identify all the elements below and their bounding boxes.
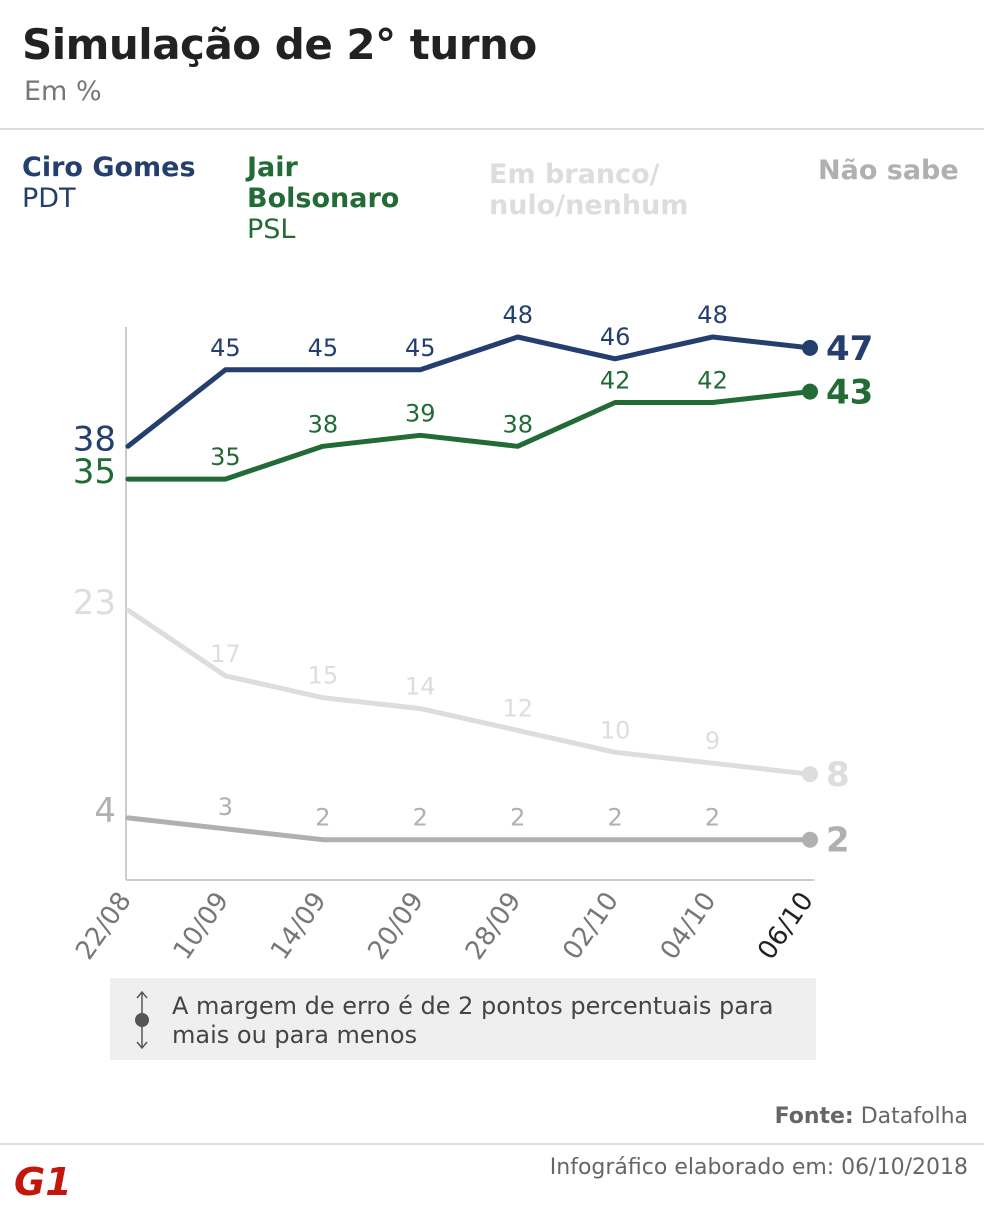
data-label-naosabe: 3 [218,793,233,821]
data-label-bolsonaro-start: 35 [73,452,116,492]
x-tick-label: 22/08 [70,887,138,966]
legend-naosabe: Não sabe [818,155,968,186]
data-label-branco-start: 23 [73,583,116,623]
legend-bolsonaro-name: Jair Bolsonaro [247,152,400,214]
data-label-bolsonaro-end: 43 [826,373,873,413]
data-label-bolsonaro: 35 [210,443,241,471]
data-label-naosabe-end: 2 [826,821,850,861]
error-margin-icon [135,990,149,1050]
series-end-point-bolsonaro [802,383,818,400]
data-label-ciro-end: 47 [826,329,873,369]
data-label-ciro: 45 [210,334,241,362]
data-label-ciro-start: 38 [73,419,116,459]
data-label-bolsonaro: 39 [405,399,436,427]
g1-logo-text: G1 [14,1160,72,1200]
data-label-branco: 17 [210,640,241,668]
series-line-bolsonaro [125,389,813,482]
series-end-point-naosabe [802,831,818,848]
series-line-branco [125,607,813,777]
page-title: Simulação de 2° turno [22,20,537,69]
legend-branco: Em branco/ nulo/nenhum [489,159,719,221]
series-end-point-ciro [802,339,818,356]
data-label-naosabe: 2 [705,804,720,832]
data-label-naosabe: 2 [315,804,330,832]
legend-ciro-party: PDT [22,183,76,214]
footer-divider [0,1143,984,1145]
x-tick-label: 20/09 [362,887,430,966]
data-label-branco: 9 [705,727,720,755]
source-label: Fonte: [774,1104,854,1129]
data-label-ciro: 48 [502,301,533,329]
legend-ciro: Ciro Gomes PDT [22,152,202,214]
data-label-naosabe: 2 [608,804,623,832]
g1-logo: G1 [14,1160,72,1200]
page-subtitle: Em % [24,76,102,107]
data-label-naosabe-start: 4 [94,791,116,831]
header-divider [0,128,984,130]
margin-note: A margem de erro é de 2 pontos percentua… [110,978,816,1060]
series-line-naosabe [125,815,813,843]
x-tick-label: 28/09 [460,887,528,966]
data-label-branco: 15 [308,662,339,690]
x-tick-label: 02/10 [557,887,625,966]
legend-bolsonaro: Jair Bolsonaro PSL [247,152,447,245]
data-label-branco: 10 [600,716,631,744]
x-tick-label: 04/10 [655,887,723,966]
data-label-bolsonaro: 42 [697,367,728,395]
x-tick-label: 06/10 [752,887,820,966]
x-tick-label: 10/09 [168,887,236,966]
data-label-naosabe: 2 [510,804,525,832]
data-label-ciro: 46 [600,323,631,351]
data-label-branco: 14 [405,673,436,701]
margin-note-text: A margem de erro é de 2 pontos percentua… [172,992,774,1049]
data-label-branco-end: 8 [826,755,850,795]
x-tick-label: 14/09 [265,887,333,966]
data-label-ciro: 45 [405,334,436,362]
source: Fonte: Datafolha [775,1104,968,1129]
data-label-bolsonaro: 38 [308,410,339,438]
data-label-ciro: 48 [697,301,728,329]
data-label-ciro: 45 [308,334,339,362]
data-label-naosabe: 2 [413,804,428,832]
legend-bolsonaro-party: PSL [247,214,296,245]
data-label-branco: 12 [502,694,533,722]
source-value: Datafolha [860,1104,968,1129]
legend-naosabe-name: Não sabe [818,155,959,186]
credit: Infográfico elaborado em: 06/10/2018 [549,1155,968,1180]
series-line-ciro [125,334,813,449]
data-label-bolsonaro: 42 [600,367,631,395]
series-end-point-branco [802,766,818,783]
data-label-bolsonaro: 38 [502,410,533,438]
legend-ciro-name: Ciro Gomes [22,152,196,183]
legend-branco-name: Em branco/ nulo/nenhum [489,159,689,221]
